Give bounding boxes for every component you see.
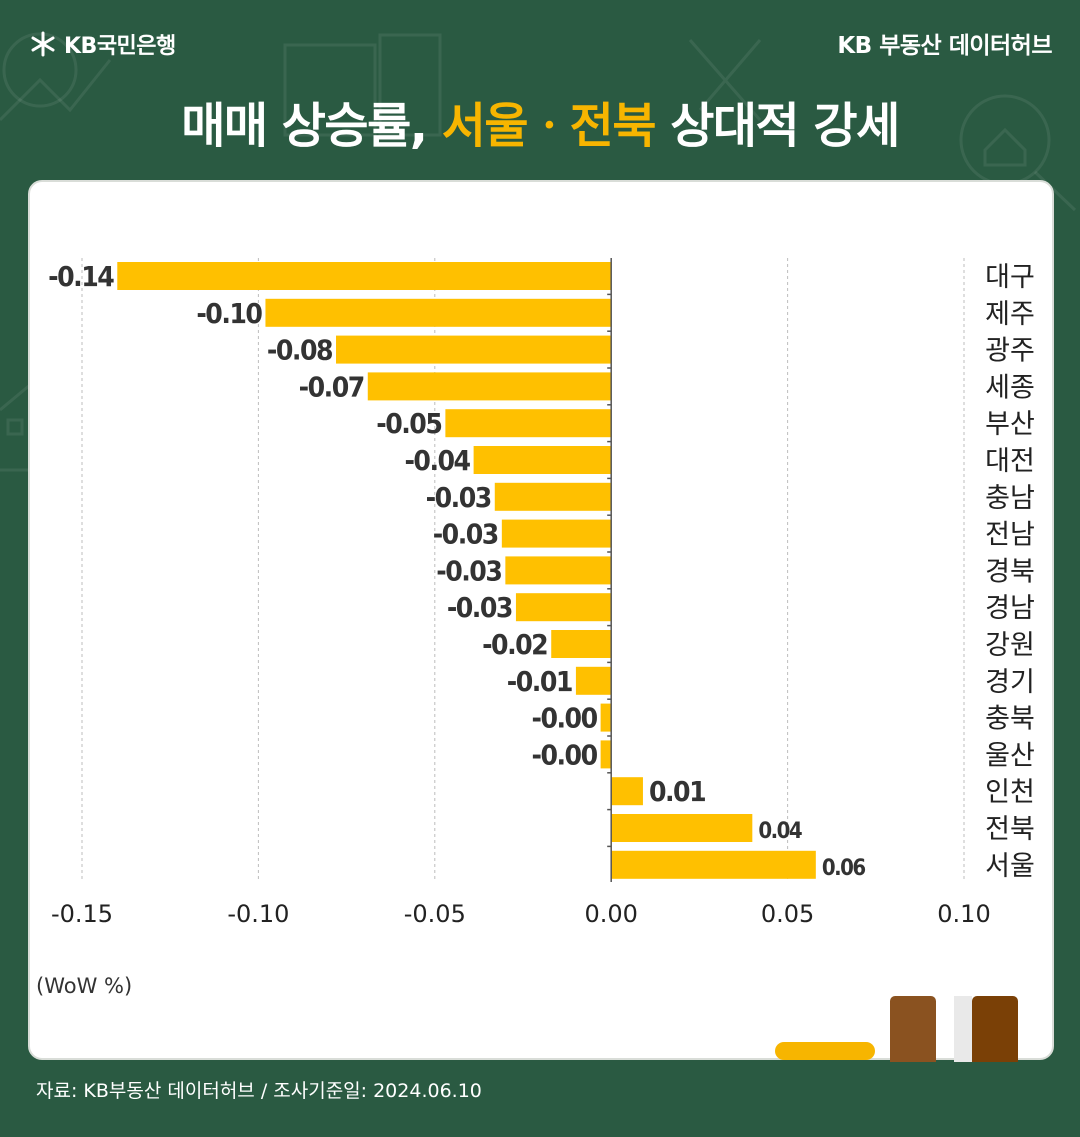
value-label: -0.10 — [196, 297, 262, 330]
category-label: 충북 — [985, 704, 1035, 735]
bar — [494, 482, 612, 511]
category-label: 전북 — [985, 814, 1035, 845]
title-part1: 매매 상승률, — [181, 98, 442, 154]
bar — [505, 556, 612, 585]
value-label: -0.04 — [404, 444, 470, 477]
title-highlight: 서울ㆍ전북 — [441, 98, 657, 154]
unit-label: (WoW %) — [36, 974, 133, 998]
bar — [600, 740, 612, 769]
bar — [445, 409, 612, 438]
category-label: 제주 — [985, 299, 1035, 330]
decorative-book — [890, 996, 936, 1062]
category-label: 인천 — [985, 777, 1035, 808]
value-label: -0.03 — [426, 481, 491, 514]
bar — [575, 666, 612, 695]
bar — [265, 298, 612, 327]
value-label: -0.03 — [436, 554, 501, 587]
category-label: 강원 — [985, 630, 1035, 661]
value-label: 0.01 — [649, 775, 705, 808]
decorative-pill — [775, 1042, 875, 1060]
bar — [611, 850, 816, 879]
value-label: -0.01 — [507, 665, 572, 698]
value-label: -0.05 — [376, 407, 441, 440]
value-label: -0.14 — [48, 260, 114, 293]
bar — [611, 814, 753, 842]
bar — [611, 777, 643, 806]
category-label: 울산 — [985, 740, 1035, 771]
x-tick-label: 0.05 — [761, 900, 814, 928]
category-label: 경남 — [985, 593, 1035, 624]
brand-label: KB 부동산 데이터허브 — [837, 33, 1052, 59]
category-label: 부산 — [985, 409, 1035, 440]
bar — [117, 262, 612, 290]
title-part2: 상대적 강세 — [655, 98, 900, 154]
category-label: 충남 — [985, 483, 1035, 514]
value-label: 0.06 — [822, 856, 866, 881]
bar — [551, 630, 612, 658]
bar — [473, 446, 612, 474]
category-label: 세종 — [985, 372, 1035, 403]
x-tick-label: -0.05 — [404, 900, 466, 928]
x-tick-label: 0.10 — [937, 900, 990, 928]
value-label: -0.08 — [267, 334, 332, 367]
value-label: -0.07 — [299, 370, 364, 403]
value-label: 0.04 — [758, 819, 802, 844]
category-label: 경북 — [985, 556, 1035, 587]
category-label: 서울 — [985, 851, 1035, 882]
x-tick-label: -0.15 — [51, 900, 113, 928]
bar — [367, 372, 612, 401]
category-label: 광주 — [985, 336, 1035, 367]
decorative-book — [954, 996, 972, 1062]
source-footer: 자료: KB부동산 데이터허브 / 조사기준일: 2024.06.10 — [36, 1080, 482, 1102]
value-label: -0.00 — [531, 702, 597, 735]
category-label: 대전 — [985, 446, 1035, 477]
decorative-book — [972, 996, 1018, 1062]
value-label: -0.03 — [433, 518, 498, 551]
bar — [515, 593, 612, 622]
bar — [336, 335, 612, 364]
category-label: 전남 — [985, 520, 1035, 551]
kb-star-icon — [31, 31, 55, 57]
x-tick-label: -0.10 — [227, 900, 289, 928]
bar — [600, 703, 612, 732]
kb-logo: KB국민은행 — [28, 28, 176, 60]
x-tick-label: 0.00 — [584, 900, 637, 928]
value-label: -0.02 — [482, 628, 547, 661]
category-label: 대구 — [985, 262, 1035, 293]
value-label: -0.00 — [531, 738, 597, 771]
logo-text: KB국민은행 — [64, 34, 176, 59]
category-label: 경기 — [985, 667, 1035, 698]
page-title: 매매 상승률, 서울ㆍ전북 상대적 강세 — [0, 86, 1080, 156]
value-label: -0.03 — [447, 591, 512, 624]
bar — [501, 519, 612, 548]
